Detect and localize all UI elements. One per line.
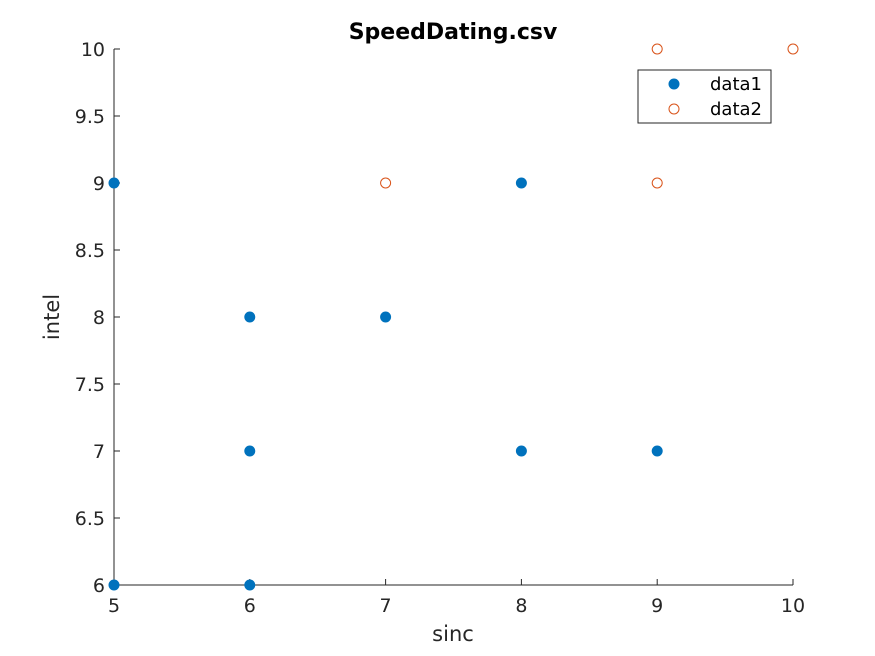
point-data2 [380,177,392,189]
point-data1 [515,445,527,457]
point-data1 [244,579,256,591]
x-tick-label: 6 [244,595,256,617]
y-tick-label: 9.5 [75,106,105,128]
y-ticks: 6 6.5 7 7.5 8 8.5 9 9.5 10 [75,39,120,597]
point-data1 [244,311,256,323]
y-tick-label: 9 [93,173,105,195]
x-tick-label: 7 [380,595,392,617]
legend-label-data1: data1 [710,74,762,95]
point-data1 [244,445,256,457]
legend-label-data2: data2 [710,99,762,120]
x-tick-label: 8 [515,595,527,617]
y-tick-label: 7 [93,441,105,463]
legend: data1 data2 [637,69,772,124]
data-points [108,43,799,591]
y-tick-label: 8.5 [75,240,105,262]
x-axis-label: sinc [432,622,474,646]
y-tick-label: 6 [93,575,105,597]
x-tick-label: 5 [108,595,120,617]
point-data2 [651,177,663,189]
point-data1 [515,177,527,189]
y-tick-label: 6.5 [75,508,105,530]
plot-area [113,49,793,586]
x-ticks: 5 6 7 8 9 10 [108,579,805,617]
point-data1 [108,177,120,189]
y-tick-label: 7.5 [75,374,105,396]
point-data2 [651,43,663,55]
y-axis-label: intel [40,294,64,340]
legend-box [637,69,772,124]
y-tick-label: 10 [81,39,105,61]
point-data1 [651,445,663,457]
legend-marker-data2 [668,103,680,115]
chart-title: SpeedDating.csv [349,20,558,45]
y-tick-label: 8 [93,307,105,329]
legend-marker-data1 [668,78,680,90]
point-data1 [108,579,120,591]
point-data1 [380,311,392,323]
x-tick-label: 9 [651,595,663,617]
x-tick-label: 10 [781,595,805,617]
point-data2 [787,43,799,55]
